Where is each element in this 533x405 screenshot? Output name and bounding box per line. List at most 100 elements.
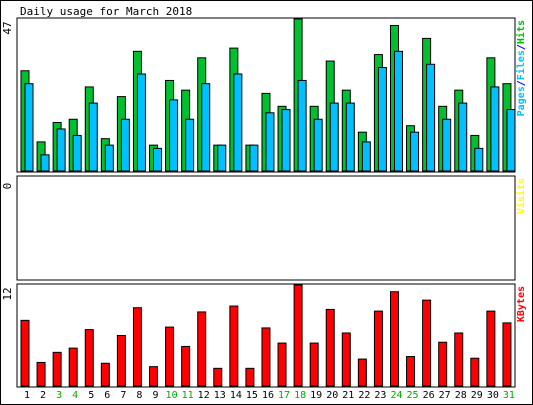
kbytes-bar-kbytes-24: [389, 291, 399, 387]
kbytes-bar-kbytes-6: [100, 362, 110, 387]
hits-legend-part-4: Hits: [515, 20, 527, 44]
kbytes-bar-kbytes-15: [245, 367, 255, 387]
kbytes-bar-kbytes-14: [229, 305, 239, 387]
kbytes-bar-kbytes-20: [325, 308, 335, 387]
hits-legend-part-1: /: [516, 80, 527, 86]
hits-bar-files-10: [169, 99, 179, 172]
kbytes-bar-kbytes-25: [406, 356, 416, 387]
x-tick-label-2: 2: [40, 390, 46, 401]
x-tick-label-25: 25: [407, 390, 419, 401]
hits-bar-files-15: [249, 144, 259, 172]
kbytes-bar-kbytes-29: [470, 357, 480, 387]
kbytes-bar-kbytes-11: [181, 345, 191, 387]
x-tick-label-11: 11: [182, 390, 194, 401]
hits-bar-files-13: [217, 144, 227, 172]
hits-bar-files-28: [458, 102, 468, 172]
kbytes-bar-kbytes-19: [309, 342, 319, 387]
x-tick-label-23: 23: [374, 390, 386, 401]
x-tick-label-24: 24: [390, 390, 402, 401]
x-tick-label-1: 1: [24, 390, 30, 401]
kbytes-bar-kbytes-30: [486, 310, 496, 387]
x-tick-label-27: 27: [439, 390, 451, 401]
hits-bar-files-18: [297, 79, 307, 172]
x-tick-label-6: 6: [104, 390, 110, 401]
hits-bar-files-12: [201, 83, 211, 172]
kbytes-bar-kbytes-12: [197, 311, 207, 387]
hits-bar-files-17: [281, 109, 291, 172]
kbytes-bar-kbytes-5: [84, 329, 94, 387]
hits-bar-files-22: [361, 141, 371, 172]
kbytes-bar-kbytes-8: [132, 307, 142, 387]
hits-bar-files-9: [153, 147, 163, 172]
hits-bar-files-25: [410, 131, 420, 172]
kbytes-bar-kbytes-3: [52, 351, 62, 387]
hits-bar-files-24: [393, 50, 403, 172]
kbytes-legend-part-0: KBytes: [516, 286, 527, 322]
hits-legend-part-0: Pages: [516, 86, 527, 116]
kbytes-bar-kbytes-26: [422, 299, 432, 387]
hits-bar-files-3: [56, 128, 66, 172]
kbytes-bar-kbytes-9: [149, 366, 159, 387]
x-tick-label-22: 22: [358, 390, 370, 401]
hits-bar-files-31: [506, 109, 516, 172]
hits-bar-files-19: [313, 118, 323, 172]
kbytes-bar-kbytes-16: [261, 327, 271, 387]
x-tick-label-10: 10: [166, 390, 178, 401]
kbytes-bar-kbytes-28: [454, 332, 464, 387]
panel-kbytes: 12 KBytes: [1, 283, 527, 388]
x-tick-label-21: 21: [342, 390, 354, 401]
hits-bar-files-8: [136, 73, 146, 172]
x-tick-label-13: 13: [214, 390, 226, 401]
hits-bar-files-29: [474, 147, 484, 172]
x-tick-label-20: 20: [326, 390, 338, 401]
x-tick-label-3: 3: [56, 390, 62, 401]
kbytes-legend: KBytes: [516, 286, 527, 322]
hits-bar-files-23: [377, 67, 387, 172]
hits-bar-files-5: [88, 102, 98, 172]
x-tick-label-8: 8: [136, 390, 142, 401]
hits-bar-files-14: [233, 73, 243, 172]
kbytes-ymax-label: 12: [1, 287, 14, 300]
x-tick-label-29: 29: [471, 390, 483, 401]
x-tick-label-18: 18: [294, 390, 306, 401]
x-tick-label-9: 9: [153, 390, 159, 401]
x-tick-label-30: 30: [487, 390, 499, 401]
visits-ymax-label: 0: [1, 183, 14, 190]
kbytes-bar-kbytes-22: [357, 358, 367, 387]
kbytes-bar-kbytes-10: [165, 326, 175, 387]
visits-plot-area: [16, 175, 516, 281]
hits-bar-files-1: [24, 83, 34, 172]
x-tick-label-16: 16: [262, 390, 274, 401]
hits-bar-files-21: [345, 102, 355, 172]
hits-bar-files-30: [490, 86, 500, 172]
kbytes-bar-kbytes-31: [502, 322, 512, 387]
x-tick-label-4: 4: [72, 390, 78, 401]
x-tick-label-5: 5: [88, 390, 94, 401]
kbytes-bar-kbytes-18: [293, 284, 303, 387]
hits-bar-files-6: [104, 144, 114, 172]
hits-bar-files-27: [442, 118, 452, 172]
kbytes-bar-kbytes-4: [68, 347, 78, 387]
hits-bar-files-2: [40, 154, 50, 172]
x-tick-label-31: 31: [503, 390, 515, 401]
hits-legend-part-3: /: [516, 44, 527, 50]
panel-visits: 0 Visits: [1, 175, 527, 281]
x-axis-labels: 1 2 3 4 5 6 7 8 9 10 11 12 13 14 15 16 17 18 19 20 21 22 23 24 2…: [24, 390, 515, 401]
kbytes-bar-kbytes-23: [373, 310, 383, 387]
hits-bar-files-16: [265, 112, 275, 172]
hits-ymax-label: 47: [1, 21, 14, 34]
kbytes-bar-kbytes-7: [116, 335, 126, 387]
x-tick-label-12: 12: [198, 390, 210, 401]
visits-legend: Visits: [515, 178, 527, 214]
hits-bar-files-7: [120, 118, 130, 172]
kbytes-bar-kbytes-27: [438, 341, 448, 387]
kbytes-bar-kbytes-13: [213, 367, 223, 387]
x-tick-label-17: 17: [278, 390, 290, 401]
hits-bar-files-11: [185, 118, 195, 172]
kbytes-bar-kbytes-2: [36, 361, 46, 387]
x-tick-label-26: 26: [423, 390, 435, 401]
hits-legend-part-2: Files: [515, 50, 527, 80]
visits-legend-part-0: Visits: [515, 178, 527, 214]
